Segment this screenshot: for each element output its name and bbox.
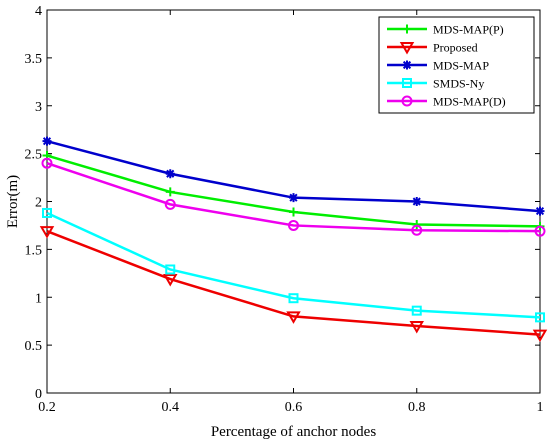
legend-label: MDS-MAP — [433, 59, 489, 73]
legend-label: MDS-MAP(P) — [433, 23, 504, 37]
data-point-mds-map — [165, 169, 175, 179]
legend-label: SMDS-Ny — [433, 77, 484, 91]
y-tick-label: 0.5 — [25, 339, 43, 354]
y-tick-label: 2.5 — [25, 148, 43, 163]
legend-item-smds-ny: SMDS-Ny — [387, 77, 484, 91]
legend-item-mds-map-d: MDS-MAP(D) — [387, 95, 506, 109]
data-point-mds-map-d — [534, 225, 546, 237]
data-point-proposed — [532, 329, 548, 343]
series-layer — [39, 136, 548, 343]
legend-item-mds-map: MDS-MAP — [387, 59, 489, 73]
legend-item-proposed: Proposed — [387, 41, 478, 55]
data-point-smds-ny — [535, 312, 545, 323]
x-tick-label: 0.2 — [38, 400, 56, 415]
y-tick-label: 0 — [35, 387, 42, 402]
data-point-smds-ny — [288, 293, 299, 304]
series-line-proposed — [46, 230, 541, 336]
legend-label: MDS-MAP(D) — [433, 95, 506, 109]
data-point-mds-map — [412, 197, 422, 206]
x-tick-label: 0.8 — [408, 400, 426, 415]
legend-label: Proposed — [433, 41, 478, 55]
series-mds-map-d — [41, 157, 546, 237]
data-point-mds-map-p — [165, 187, 175, 197]
data-point-mds-map — [535, 206, 545, 216]
data-point-smds-ny — [42, 207, 52, 218]
series-mds-map — [42, 136, 545, 216]
data-point-mds-map-p — [289, 207, 298, 217]
x-axis-label: Percentage of anchor nodes — [211, 424, 377, 440]
legend: MDS-MAP(P) Proposed MDS-MAP SMDS-Ny MDS-MAP(… — [378, 16, 535, 114]
y-tick-label: 1.5 — [25, 243, 43, 258]
legend-marker — [401, 95, 413, 107]
y-tick-label: 1 — [35, 291, 42, 306]
series-smds-ny — [42, 207, 545, 323]
series-line-mds-map-d — [46, 162, 541, 233]
legend-marker — [399, 42, 415, 55]
axes: 0.2 0.4 0.6 0.8 1 0 0.5 1 1.5 2 2.5 3 3.5 4 — [25, 4, 544, 415]
data-point-mds-map-d — [41, 157, 53, 169]
y-axis-label: Error(m) — [5, 175, 21, 228]
data-point-proposed — [39, 226, 55, 239]
data-point-mds-map — [289, 193, 298, 203]
data-point-smds-ny — [165, 264, 176, 275]
y-tick-label: 2 — [35, 196, 42, 211]
x-tick-label: 0.6 — [285, 400, 303, 415]
data-point-mds-map-d — [164, 198, 176, 210]
data-point-mds-map-d — [288, 219, 299, 231]
data-point-proposed — [409, 320, 424, 334]
data-point-mds-map-p — [412, 219, 422, 229]
legend-item-mds-map-p: MDS-MAP(P) — [387, 23, 504, 37]
legend-marker — [402, 60, 412, 70]
y-tick-label: 3 — [35, 100, 42, 115]
x-tick-label: 0.4 — [162, 400, 180, 415]
data-point-proposed — [286, 311, 301, 324]
x-tick-label: 1 — [537, 400, 544, 415]
y-tick-label: 3.5 — [25, 52, 43, 67]
data-point-proposed — [163, 274, 178, 287]
data-point-smds-ny — [411, 305, 422, 316]
series-proposed — [39, 226, 548, 343]
data-point-mds-map-d — [411, 224, 423, 236]
legend-marker — [402, 78, 412, 88]
legend-marker — [402, 24, 412, 34]
y-tick-label: 4 — [35, 4, 42, 19]
data-point-mds-map — [42, 136, 52, 146]
series-line-smds-ny — [46, 211, 541, 319]
